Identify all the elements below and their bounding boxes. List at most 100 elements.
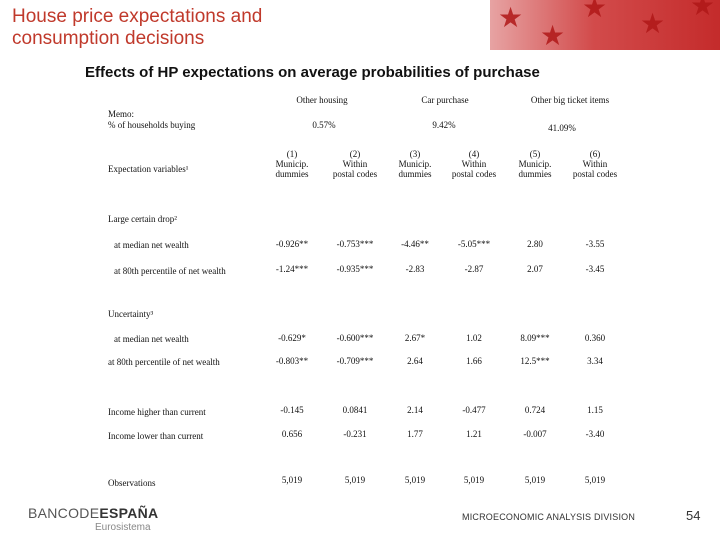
column-header-6: (6) Within postal codes — [560, 149, 630, 179]
column-number: (5) — [529, 149, 541, 159]
table-cell: -0.231 — [343, 429, 367, 439]
table-cell: -0.753*** — [336, 239, 374, 249]
table-cell: 8.09*** — [520, 333, 550, 343]
group-header-other-housing: Other housing — [296, 95, 348, 105]
column-label-line-2: dummies — [518, 169, 552, 179]
slide-title-line-2: consumption decisions — [12, 28, 205, 49]
expectation-variables-label: Expectation variables¹ — [108, 164, 189, 174]
column-number: (1) — [286, 149, 298, 159]
column-label-line-2: postal codes — [451, 169, 497, 179]
slide-title-line-1: House price expectations and — [12, 6, 263, 27]
table-cell: -0.709*** — [336, 356, 374, 366]
table-cell: 1.02 — [466, 333, 482, 343]
table-cell: 0.0841 — [342, 405, 368, 415]
slide-subtitle: Effects of HP expectations on average pr… — [85, 64, 540, 81]
table-cell: -1.24*** — [275, 264, 309, 274]
table-cell: 1.77 — [407, 429, 423, 439]
table-cell: 0.724 — [524, 405, 546, 415]
table-cell: -3.45 — [585, 264, 605, 274]
column-number: (3) — [409, 149, 421, 159]
column-header-2: (2) Within postal codes — [320, 149, 390, 179]
table-cell: -0.926** — [275, 239, 309, 249]
row-label: Observations — [108, 478, 156, 488]
column-label-line-1: Within — [461, 159, 487, 169]
decorative-banner: ★ ★ ★ ★ ★ — [490, 0, 720, 50]
row-label: at median net wealth — [114, 334, 189, 344]
row-label: Income lower than current — [108, 431, 204, 441]
table-cell: 1.21 — [466, 429, 482, 439]
column-label-line-1: Municip. — [518, 159, 552, 169]
column-header-1: (1) Municip. dummies — [264, 149, 320, 179]
page-number: 54 — [686, 508, 701, 523]
memo-label-line-2: % of households buying — [108, 120, 196, 130]
column-header-3: (3) Municip. dummies — [387, 149, 443, 179]
table-cell: -2.87 — [464, 264, 484, 274]
star-icon: ★ — [640, 8, 666, 39]
bank-logo: BANCODEESPAÑA — [28, 505, 158, 521]
memo-value-other-housing: 0.57% — [312, 120, 336, 130]
table-cell: 3.34 — [587, 356, 603, 366]
table-cell: -0.803** — [275, 356, 309, 366]
row-label: at 80th percentile of net wealth — [108, 357, 220, 367]
star-icon: ★ — [498, 2, 524, 33]
table-cell: -0.600*** — [336, 333, 374, 343]
table-cell: -0.145 — [280, 405, 304, 415]
table-cell: 2.14 — [407, 405, 423, 415]
table-cell: -3.40 — [585, 429, 605, 439]
table-cell: 0.656 — [281, 429, 303, 439]
table-cell: -0.007 — [523, 429, 547, 439]
results-table: Other housing Car purchase Other big tic… — [108, 95, 630, 488]
table-cell: -4.46** — [401, 239, 429, 249]
section-large-certain-drop: Large certain drop² — [108, 214, 177, 224]
section-uncertainty: Uncertainty³ — [108, 309, 154, 319]
group-header-car-purchase: Car purchase — [421, 95, 469, 105]
table-cell: 2.64 — [407, 356, 423, 366]
column-label-line-1: Municip. — [398, 159, 432, 169]
table-cell: 2.67* — [404, 333, 426, 343]
star-icon: ★ — [582, 0, 608, 23]
column-label-line-2: postal codes — [332, 169, 378, 179]
column-label-line-2: postal codes — [572, 169, 618, 179]
column-label-line-2: dummies — [275, 169, 309, 179]
column-number: (6) — [589, 149, 601, 159]
column-header-4: (4) Within postal codes — [439, 149, 509, 179]
group-header-other-big-ticket: Other big ticket items — [530, 95, 610, 105]
table-cell: 5,019 — [524, 475, 546, 485]
table-cell: 0.360 — [584, 333, 606, 343]
column-label-line-1: Municip. — [275, 159, 309, 169]
footer — [0, 492, 720, 540]
star-icon: ★ — [540, 20, 566, 50]
row-label: at 80th percentile of net wealth — [114, 266, 226, 276]
slide-title: House price expectations and consumption… — [12, 6, 262, 50]
table-cell: 1.15 — [587, 405, 603, 415]
column-label-line-2: dummies — [398, 169, 432, 179]
memo-value-car-purchase: 9.42% — [432, 120, 456, 130]
table-cell: 5,019 — [584, 475, 606, 485]
table-cell: -3.55 — [585, 239, 605, 249]
table-cell: -0.629* — [278, 333, 306, 343]
table-cell: -5.05*** — [457, 239, 491, 249]
logo-subtitle: Eurosistema — [95, 522, 151, 533]
column-label-line-1: Within — [342, 159, 368, 169]
table-cell: 5,019 — [281, 475, 303, 485]
memo-value-other-big-ticket: 41.09% — [548, 123, 576, 133]
row-label: at median net wealth — [114, 240, 189, 250]
row-label: Income higher than current — [108, 407, 206, 417]
star-icon: ★ — [690, 0, 716, 21]
table-cell: -0.935*** — [336, 264, 374, 274]
column-label-line-1: Within — [582, 159, 608, 169]
table-cell: 12.5*** — [520, 356, 550, 366]
table-cell: -0.477 — [462, 405, 486, 415]
table-cell: 1.66 — [466, 356, 482, 366]
logo-text-part-1: BANCODE — [28, 505, 100, 521]
table-cell: -2.83 — [405, 264, 425, 274]
table-cell: 2.07 — [527, 264, 543, 274]
logo-text-part-2: ESPAÑA — [99, 505, 159, 521]
column-number: (4) — [468, 149, 480, 159]
column-number: (2) — [349, 149, 361, 159]
table-cell: 5,019 — [344, 475, 366, 485]
table-cell: 5,019 — [404, 475, 426, 485]
memo-label-line-1: Memo: — [108, 109, 134, 119]
table-cell: 5,019 — [463, 475, 485, 485]
table-cell: 2.80 — [527, 239, 543, 249]
